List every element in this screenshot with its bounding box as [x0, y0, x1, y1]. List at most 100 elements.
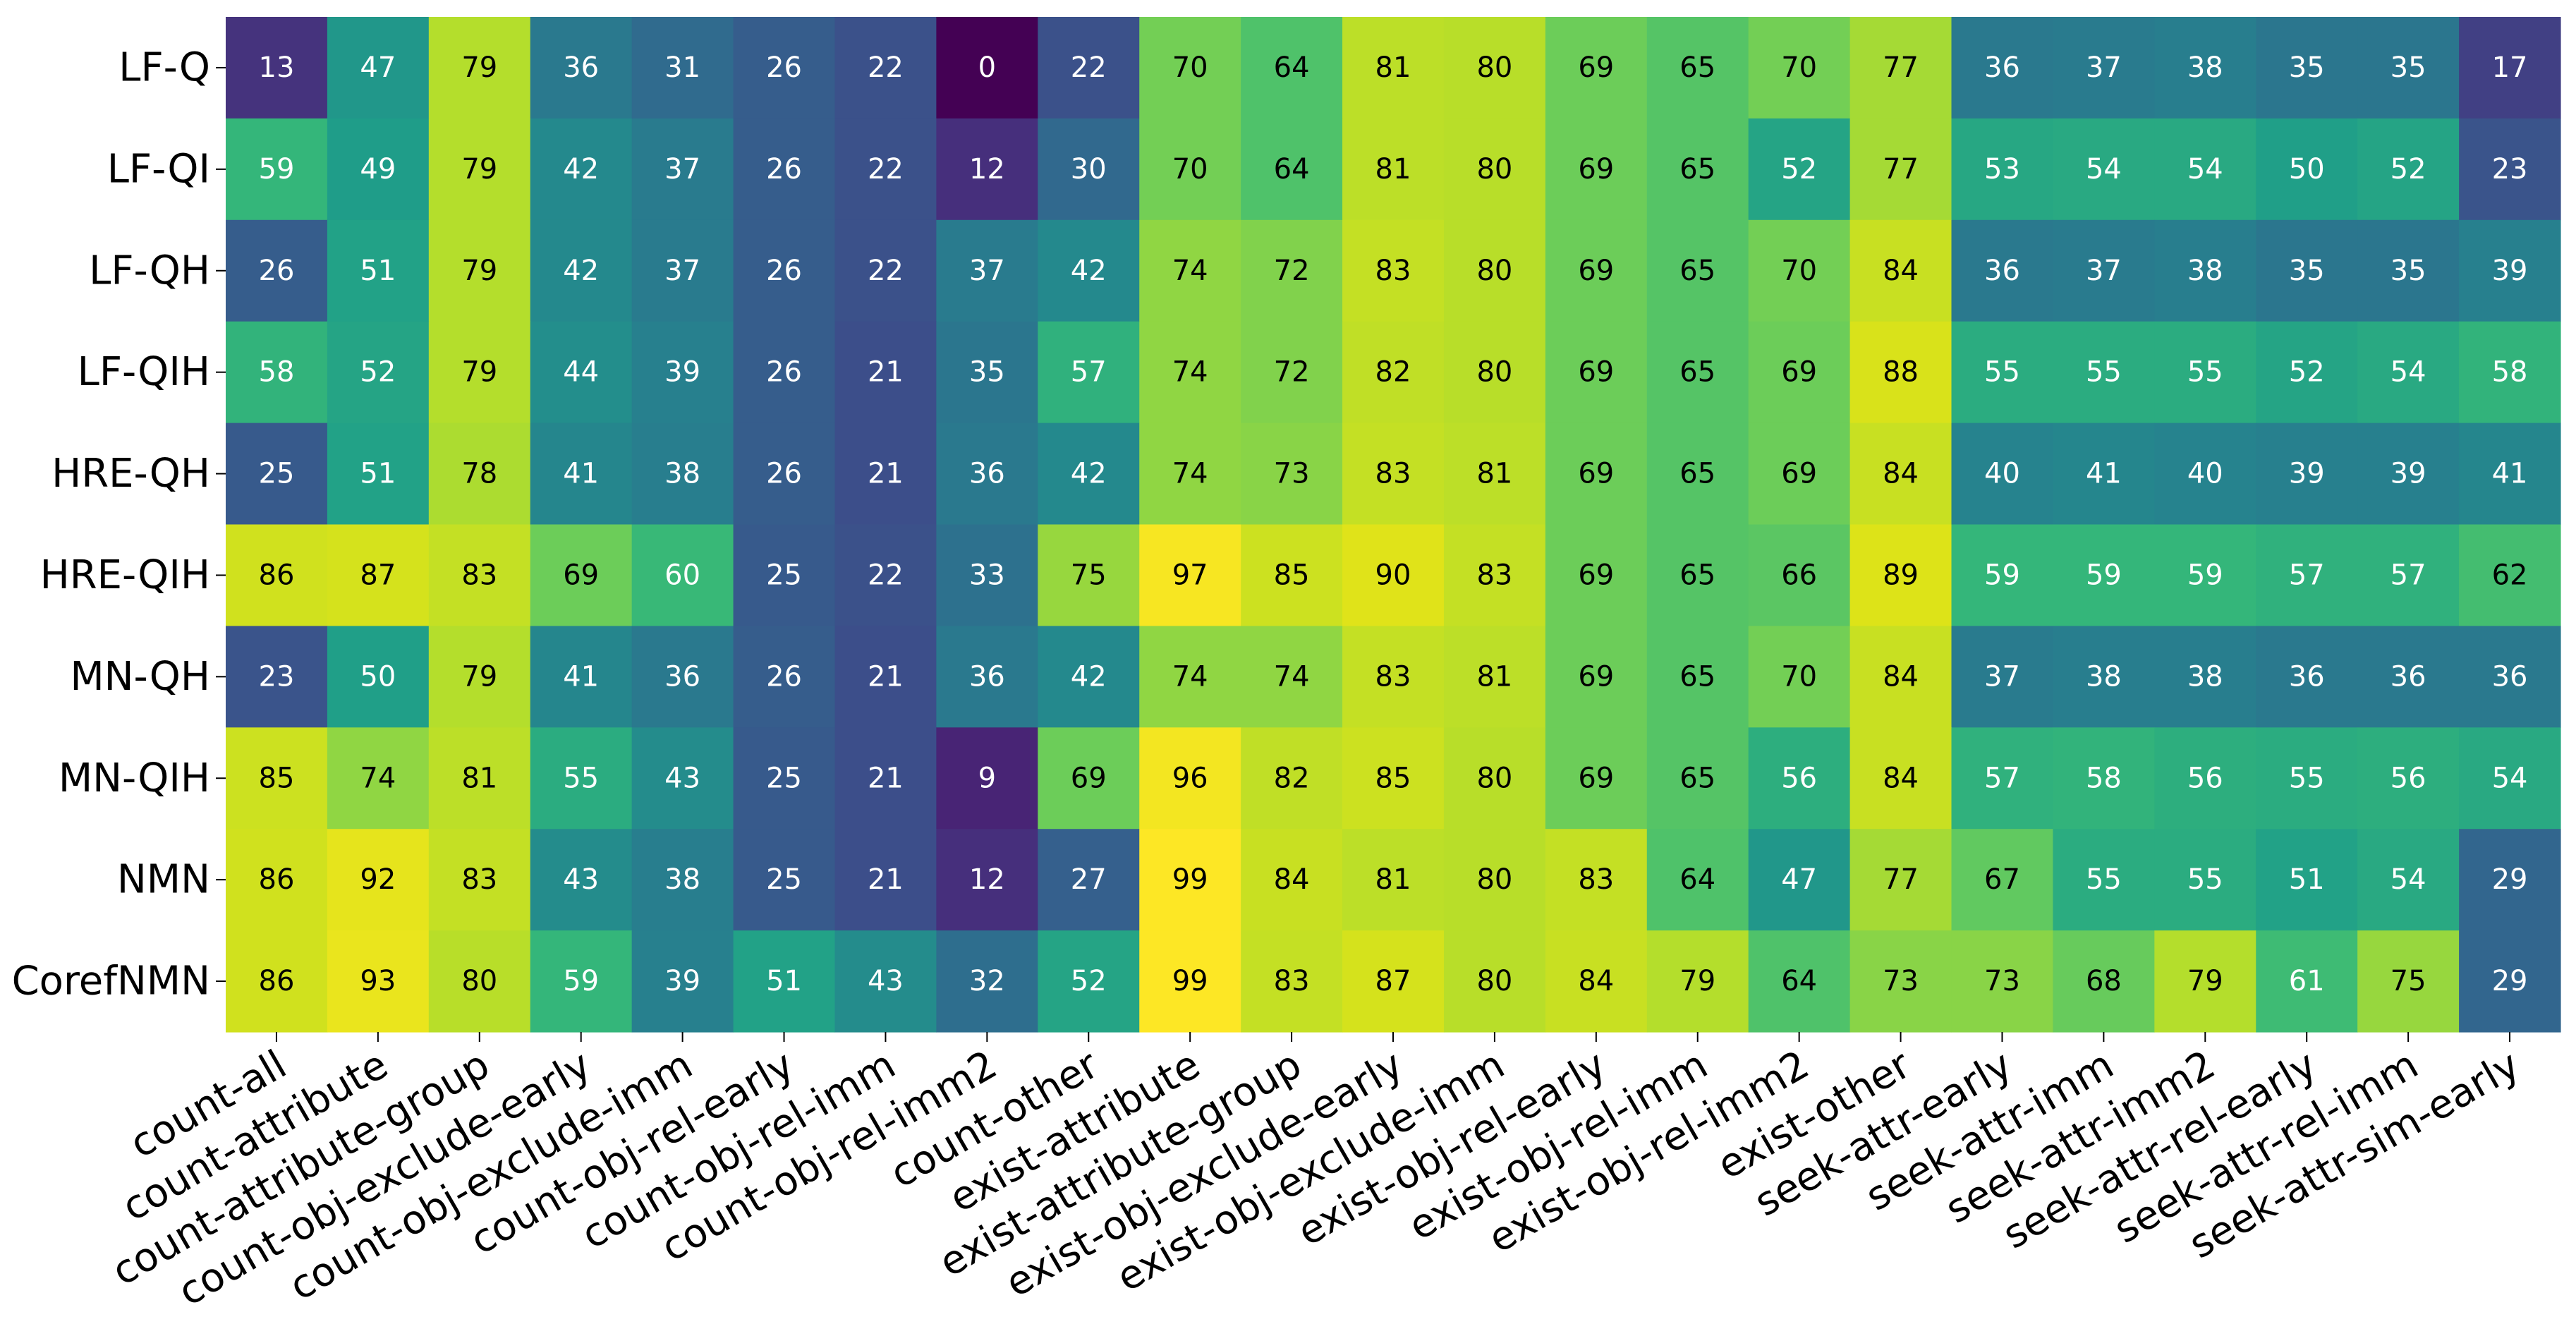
heatmap-cell — [2053, 118, 2155, 221]
heatmap-cell — [2053, 524, 2155, 626]
heatmap-cell — [936, 219, 1038, 322]
cell-value-label: 47 — [1781, 863, 1817, 896]
cell-value-label: 39 — [664, 965, 700, 997]
heatmap-cell — [226, 727, 328, 830]
heatmap-cell — [1342, 219, 1445, 322]
cell-value-label: 86 — [259, 863, 295, 896]
cell-value-label: 38 — [2187, 255, 2223, 287]
heatmap-cell — [1748, 423, 1851, 526]
heatmap-cell — [1038, 118, 1140, 221]
heatmap-cell — [1849, 524, 1952, 626]
heatmap-cell — [1241, 727, 1343, 830]
cell-value-label: 0 — [978, 51, 996, 84]
cell-value-label: 74 — [1274, 660, 1310, 693]
heatmap-cell — [733, 626, 836, 728]
cell-value-label: 83 — [1274, 965, 1310, 997]
cell-value-label: 52 — [360, 356, 396, 389]
heatmap-cell — [1849, 17, 1952, 119]
heatmap-cell — [1545, 626, 1648, 728]
heatmap-cell — [226, 829, 328, 931]
cell-value-label: 66 — [1781, 559, 1817, 591]
heatmap-cell — [1241, 829, 1343, 931]
cell-value-label: 38 — [2187, 660, 2223, 693]
heatmap-cell — [2357, 321, 2460, 424]
cell-value-label: 70 — [1781, 51, 1817, 84]
heatmap-cell — [2256, 524, 2358, 626]
heatmap-cell — [1951, 118, 2054, 221]
cell-value-label: 50 — [2289, 153, 2325, 186]
heatmap-cell — [1139, 423, 1241, 526]
heatmap-cell — [2256, 829, 2358, 931]
heatmap-cell — [428, 930, 531, 1033]
heatmap-cell — [1241, 626, 1343, 728]
cell-value-label: 59 — [1984, 559, 2020, 591]
heatmap-cell — [834, 829, 937, 931]
heatmap-cell — [936, 930, 1038, 1033]
cell-value-label: 59 — [259, 153, 295, 186]
cell-value-label: 26 — [259, 255, 295, 287]
heatmap-cell — [2357, 727, 2460, 830]
heatmap-cell — [2154, 118, 2256, 221]
cell-value-label: 25 — [259, 458, 295, 490]
cell-value-label: 37 — [664, 255, 700, 287]
heatmap-cell — [1748, 321, 1851, 424]
cell-value-label: 87 — [1375, 965, 1411, 997]
cell-value-label: 54 — [2086, 153, 2122, 186]
heatmap-cell — [2459, 118, 2561, 221]
heatmap-cell — [936, 17, 1038, 119]
cell-value-label: 41 — [2086, 458, 2122, 490]
cell-value-label: 67 — [1984, 863, 2020, 896]
heatmap-cell — [1241, 219, 1343, 322]
heatmap-cell — [1545, 829, 1648, 931]
cell-value-label: 65 — [1679, 51, 1715, 84]
cell-value-label: 60 — [664, 559, 700, 591]
heatmap-cell — [1545, 219, 1648, 322]
heatmap-cell — [1342, 423, 1445, 526]
cell-value-label: 80 — [1476, 153, 1512, 186]
heatmap-cell — [2053, 829, 2155, 931]
heatmap-cell — [1849, 423, 1952, 526]
cell-value-label: 42 — [1071, 660, 1107, 693]
cell-value-label: 22 — [1071, 51, 1107, 84]
heatmap-cell — [2154, 524, 2256, 626]
cell-value-label: 72 — [1274, 255, 1310, 287]
heatmap-cell — [631, 727, 734, 830]
cell-value-label: 64 — [1274, 51, 1310, 84]
heatmap-cell — [428, 626, 531, 728]
cell-value-label: 35 — [2390, 255, 2426, 287]
heatmap-cell — [631, 829, 734, 931]
heatmap-cell — [1443, 321, 1546, 424]
heatmap-cell — [2459, 930, 2561, 1033]
cell-value-label: 65 — [1679, 458, 1715, 490]
cell-value-label: 22 — [868, 51, 904, 84]
cell-value-label: 25 — [766, 762, 802, 794]
heatmap-cell — [631, 17, 734, 119]
heatmap-cell — [530, 17, 633, 119]
cell-value-label: 17 — [2492, 51, 2528, 84]
heatmap-cell — [2053, 321, 2155, 424]
heatmap-cell — [1139, 829, 1241, 931]
heatmap-cell — [1646, 829, 1749, 931]
heatmap-cell — [226, 118, 328, 221]
cell-value-label: 69 — [1578, 458, 1614, 490]
heatmap-cell — [834, 118, 937, 221]
cell-value-label: 69 — [1578, 660, 1614, 693]
heatmap-cell — [1038, 524, 1140, 626]
cell-value-label: 52 — [1071, 965, 1107, 997]
cell-value-label: 21 — [868, 458, 904, 490]
cell-value-label: 77 — [1883, 51, 1919, 84]
cell-value-label: 56 — [1781, 762, 1817, 794]
heatmap-cell — [327, 219, 430, 322]
cell-value-label: 64 — [1781, 965, 1817, 997]
heatmap-cell — [530, 626, 633, 728]
cell-value-label: 26 — [766, 153, 802, 186]
cell-value-label: 22 — [868, 153, 904, 186]
cell-value-label: 56 — [2390, 762, 2426, 794]
heatmap-cell — [1849, 118, 1952, 221]
heatmap-cell — [631, 321, 734, 424]
cell-value-label: 56 — [2187, 762, 2223, 794]
heatmap-cell — [2256, 423, 2358, 526]
cell-value-label: 57 — [2289, 559, 2325, 591]
heatmap-cell — [327, 524, 430, 626]
heatmap-cell — [1748, 118, 1851, 221]
